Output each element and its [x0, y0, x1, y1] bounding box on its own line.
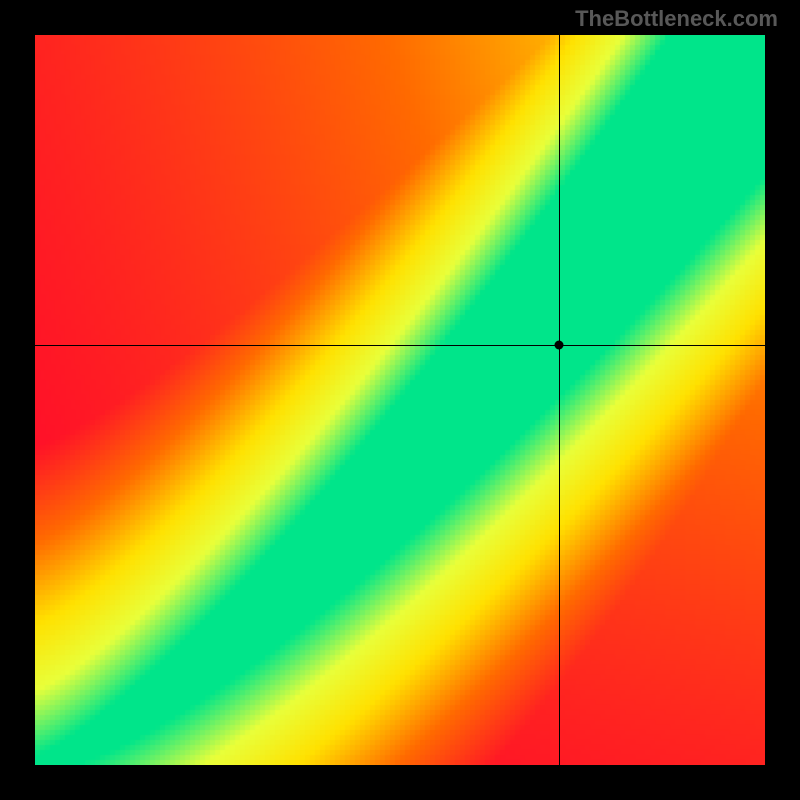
- crosshair-vertical: [559, 35, 560, 765]
- heatmap-plot: [35, 35, 765, 765]
- crosshair-marker-dot: [555, 341, 564, 350]
- crosshair-horizontal: [35, 345, 765, 346]
- watermark-text: TheBottleneck.com: [575, 6, 778, 32]
- heatmap-canvas: [35, 35, 765, 765]
